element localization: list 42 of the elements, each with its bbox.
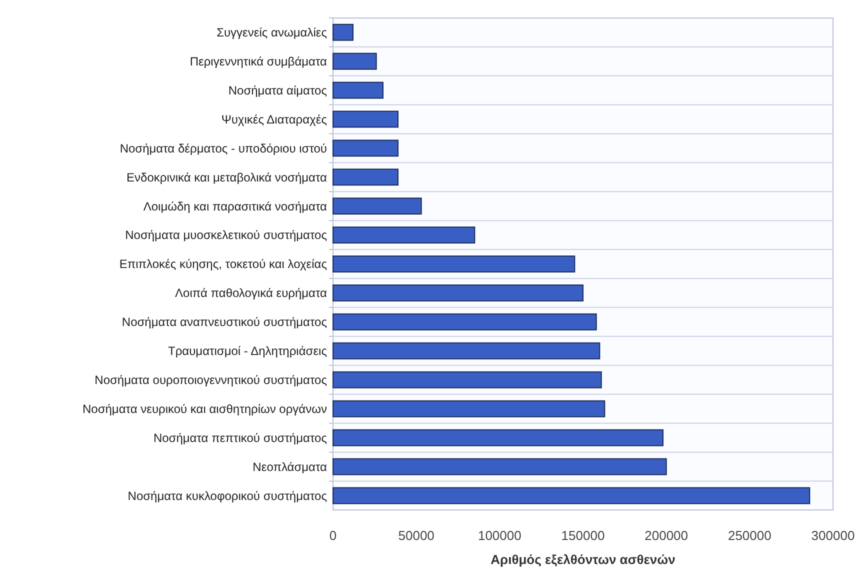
bar xyxy=(332,226,476,244)
y-tick-label: Λοιμώδη και παρασιτικά νοσήματα xyxy=(143,199,328,214)
bar xyxy=(332,140,398,157)
x-tick-label: 100000 xyxy=(478,528,522,543)
bar xyxy=(332,487,810,504)
bar xyxy=(332,458,667,476)
x-tick-label: 0 xyxy=(329,528,337,543)
bar xyxy=(332,24,354,41)
bar xyxy=(332,82,384,99)
x-tick-label: 200000 xyxy=(644,528,688,543)
y-tick-label: Λοιπά παθολογικά ευρήματα xyxy=(175,286,328,300)
x-tick-label: 250000 xyxy=(728,528,772,543)
y-tick-label: Νοσήματα αναπνευστικού συστήματος xyxy=(122,315,328,330)
bar xyxy=(332,110,398,128)
y-tick-label: Νοσήματα νευρικού και αισθητηρίων οργάνων xyxy=(82,402,327,416)
y-tick-label: Νοσήματα αίματος xyxy=(228,83,328,98)
y-tick-label: Νοσήματα μυοσκελετικού συστήματος xyxy=(125,228,328,242)
bar xyxy=(332,342,600,360)
bar xyxy=(332,429,664,446)
x-tick-label: 150000 xyxy=(561,528,605,543)
y-tick-label: Νοσήματα κυκλοφορικού συστήματος xyxy=(128,488,328,503)
y-tick-label: Νοσήματα δέρματος - υποδόριου ιστού xyxy=(120,141,327,156)
bar xyxy=(332,400,606,418)
y-tick-label: Νοσήματα πεπτικού συστήματος xyxy=(153,430,328,445)
y-tick-label: Νεοπλάσματα xyxy=(252,460,328,474)
y-tick-label: Επιπλοκές κύησης, τοκετού και λοχείας xyxy=(119,257,328,272)
x-tick-label: 50000 xyxy=(398,528,434,543)
bar xyxy=(332,313,597,330)
bar xyxy=(332,198,422,215)
x-tick-label: 300000 xyxy=(811,528,855,543)
bar xyxy=(332,168,398,186)
bar xyxy=(332,284,584,302)
y-tick-label: Ψυχικές Διαταραχές xyxy=(221,112,328,126)
y-tick-label: Τραυματισμοί - Δηλητηριάσεις xyxy=(168,344,328,358)
y-tick-label: Συγγενείς ανωμαλίες xyxy=(216,26,328,40)
y-tick-label: Νοσήματα ουροποιογεννητικού συστήματος xyxy=(94,373,328,388)
bar xyxy=(332,52,377,70)
bar xyxy=(332,371,602,388)
y-tick-label: Ενδοκρινικά και μεταβολικά νοσήματα xyxy=(126,170,328,184)
x-axis-title: Αριθμός εξελθόντων ασθενών xyxy=(490,552,676,567)
y-tick-label: Περιγεννητικά συμβάματα xyxy=(190,54,328,68)
bar xyxy=(332,256,576,272)
